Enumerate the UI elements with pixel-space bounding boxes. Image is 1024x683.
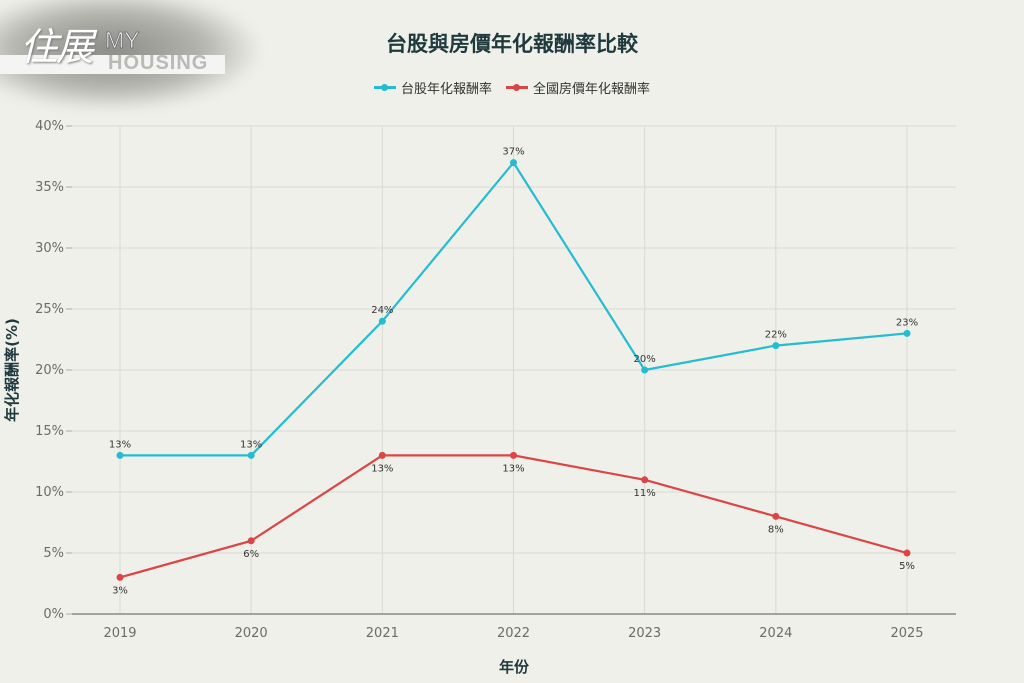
data-label: 6% [243,549,259,560]
y-tick-label: 15% [35,424,64,439]
logo-chinese: 住展 [20,25,94,69]
data-label: 3% [112,585,128,596]
legend-swatch-stock [373,83,396,91]
data-point [116,451,124,459]
data-point [641,476,649,484]
data-label: 5% [899,561,915,572]
logo: 住展 MY HOUSING [0,0,280,110]
data-point [378,451,386,459]
x-tick-label: 2019 [103,626,136,641]
data-label: 13% [502,463,524,474]
legend-label-housing: 全國房價年化報酬率 [533,82,651,97]
logo-band [0,55,225,74]
x-tick-label: 2020 [235,626,268,641]
data-label: 22% [765,330,787,341]
x-axis-title: 年份 [499,658,530,676]
data-label: 20% [634,354,656,365]
data-label: 13% [109,439,131,450]
data-label: 13% [371,463,393,474]
data-label: 23% [896,317,918,328]
logo-my: MY [105,27,140,54]
y-tick-label: 5% [43,546,64,561]
data-label: 11% [634,488,656,499]
x-tick-label: 2023 [628,626,661,641]
data-point [772,512,780,520]
x-tick-label: 2021 [366,626,399,641]
data-point [116,573,124,581]
legend-item-stock[interactable]: 台股年化報酬率 [373,78,492,97]
data-label: 13% [240,439,262,450]
y-tick-label: 10% [35,485,64,500]
x-tick-label: 2024 [759,626,792,641]
data-point [378,317,386,325]
y-tick-label: 0% [43,607,64,622]
y-tick-label: 20% [35,363,64,378]
legend-item-housing[interactable]: 全國房價年化報酬率 [506,78,650,97]
y-tick-label: 25% [35,302,64,317]
x-tick-label: 2022 [497,626,530,641]
data-point [247,451,255,459]
y-tick-label: 40% [35,119,64,134]
legend-swatch-housing [506,83,528,91]
data-point [903,329,911,337]
data-label: 24% [371,305,393,316]
data-point [903,549,911,557]
y-tick-label: 30% [35,241,64,256]
y-axis-title: 年化報酬率(%) [3,318,21,422]
data-label: 8% [768,524,784,535]
chart-title: 台股與房價年化報酬率比較 [386,32,638,56]
legend-label-stock: 台股年化報酬率 [400,82,492,97]
x-tick-label: 2025 [890,626,923,641]
logo-housing: HOUSING [108,52,209,74]
data-point [641,366,649,374]
data-point [772,342,780,350]
y-tick-label: 35% [35,180,64,195]
data-point [510,159,517,167]
legend: 台股年化報酬率 全國房價年化報酬率 [0,78,1024,97]
data-label: 37% [502,147,524,158]
data-point [510,451,517,459]
data-point [247,537,255,545]
